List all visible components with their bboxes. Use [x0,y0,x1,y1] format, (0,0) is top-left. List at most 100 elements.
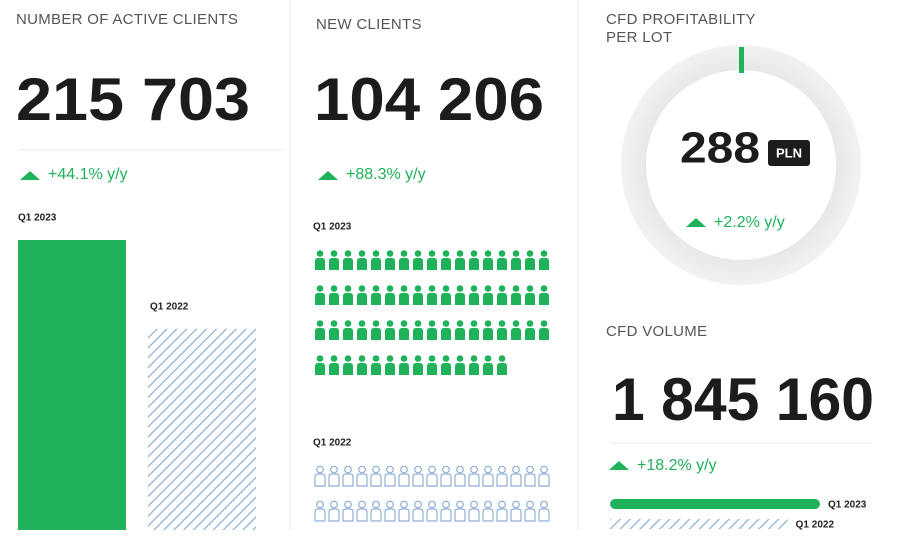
icon-head [400,320,408,327]
icon-body [399,293,409,305]
person-icon [357,320,367,340]
icon-body [356,508,368,522]
up-arrow [20,171,40,180]
person-icon [385,250,395,270]
icon-body [511,293,521,305]
ring-indicator [739,47,744,73]
person-icon [525,285,535,305]
unit: PLN [776,145,802,160]
icon-body [510,473,522,487]
person-icon [413,285,423,305]
icon-head [470,250,478,257]
icon-head [358,500,366,509]
icon-head [456,355,464,362]
person-icon [469,285,479,305]
person-icon [343,320,353,340]
icon-body [427,328,437,340]
icon-head [498,500,506,509]
person-icon [315,320,325,340]
icon-head [400,465,408,474]
person-icon [496,500,508,522]
person-icon [511,250,521,270]
change: +2.2% y/y [714,214,785,231]
icon-head [386,355,394,362]
icon-head [526,285,534,292]
icon-head [512,465,520,474]
icon-head [358,465,366,474]
icon-body [511,258,521,270]
icon-head [414,500,422,509]
icon-head [344,250,352,257]
person-icon [426,465,438,487]
icon-body [524,508,536,522]
person-icon [342,500,354,522]
icon-head [330,250,338,257]
icon-body [496,508,508,522]
person-icon [329,285,339,305]
bar [18,240,126,530]
person-icon [455,250,465,270]
person-icon [314,465,326,487]
bar-label: Q1 2022 [150,301,189,312]
icon-body [455,293,465,305]
icon-body [483,258,493,270]
icon-body [398,508,410,522]
icon-head [330,500,338,509]
icon-head [442,320,450,327]
icon-body [539,328,549,340]
person-icon [385,320,395,340]
icon-head [358,250,366,257]
icon-head [316,320,324,327]
person-icon [455,355,465,375]
icon-body [343,328,353,340]
person-icon [343,285,353,305]
icon-head [540,465,548,474]
person-icon [538,465,550,487]
icon-head [456,500,464,509]
person-icon [455,285,465,305]
icon-head [316,500,324,509]
icon-body [413,328,423,340]
person-icon [426,500,438,522]
icon-head [428,250,436,257]
icon-head [372,285,380,292]
icon-head [484,285,492,292]
bar-label: Q1 2022 [796,520,835,531]
person-icon [329,355,339,375]
person-icon [538,500,550,522]
icon-head [470,500,478,509]
change: +18.2% y/y [637,457,717,474]
icon-body [385,363,395,375]
icon-body [370,508,382,522]
title: NUMBER OF ACTIVE CLIENTS [16,11,238,28]
person-icon [357,250,367,270]
change: +88.3% y/y [346,166,426,183]
person-icon [441,320,451,340]
icon-body [441,293,451,305]
person-icon [413,355,423,375]
unit-badge [768,140,810,166]
person-icon [328,500,340,522]
icon-body [385,328,395,340]
person-icon [356,465,368,487]
person-icon [427,320,437,340]
icon-body [315,363,325,375]
icon-head [428,320,436,327]
title: NEW CLIENTS [316,16,422,33]
icon-head [498,250,506,257]
person-icon [343,355,353,375]
icon-body [525,328,535,340]
icon-head [526,320,534,327]
person-icon [398,465,410,487]
person-icon [483,355,493,375]
icon-head [498,355,506,362]
icon-head [526,250,534,257]
icon-body [384,473,396,487]
person-icon [315,250,325,270]
icon-body [454,508,466,522]
person-icon [385,285,395,305]
icon-body [483,293,493,305]
icon-body [329,258,339,270]
up-arrow [609,461,629,470]
